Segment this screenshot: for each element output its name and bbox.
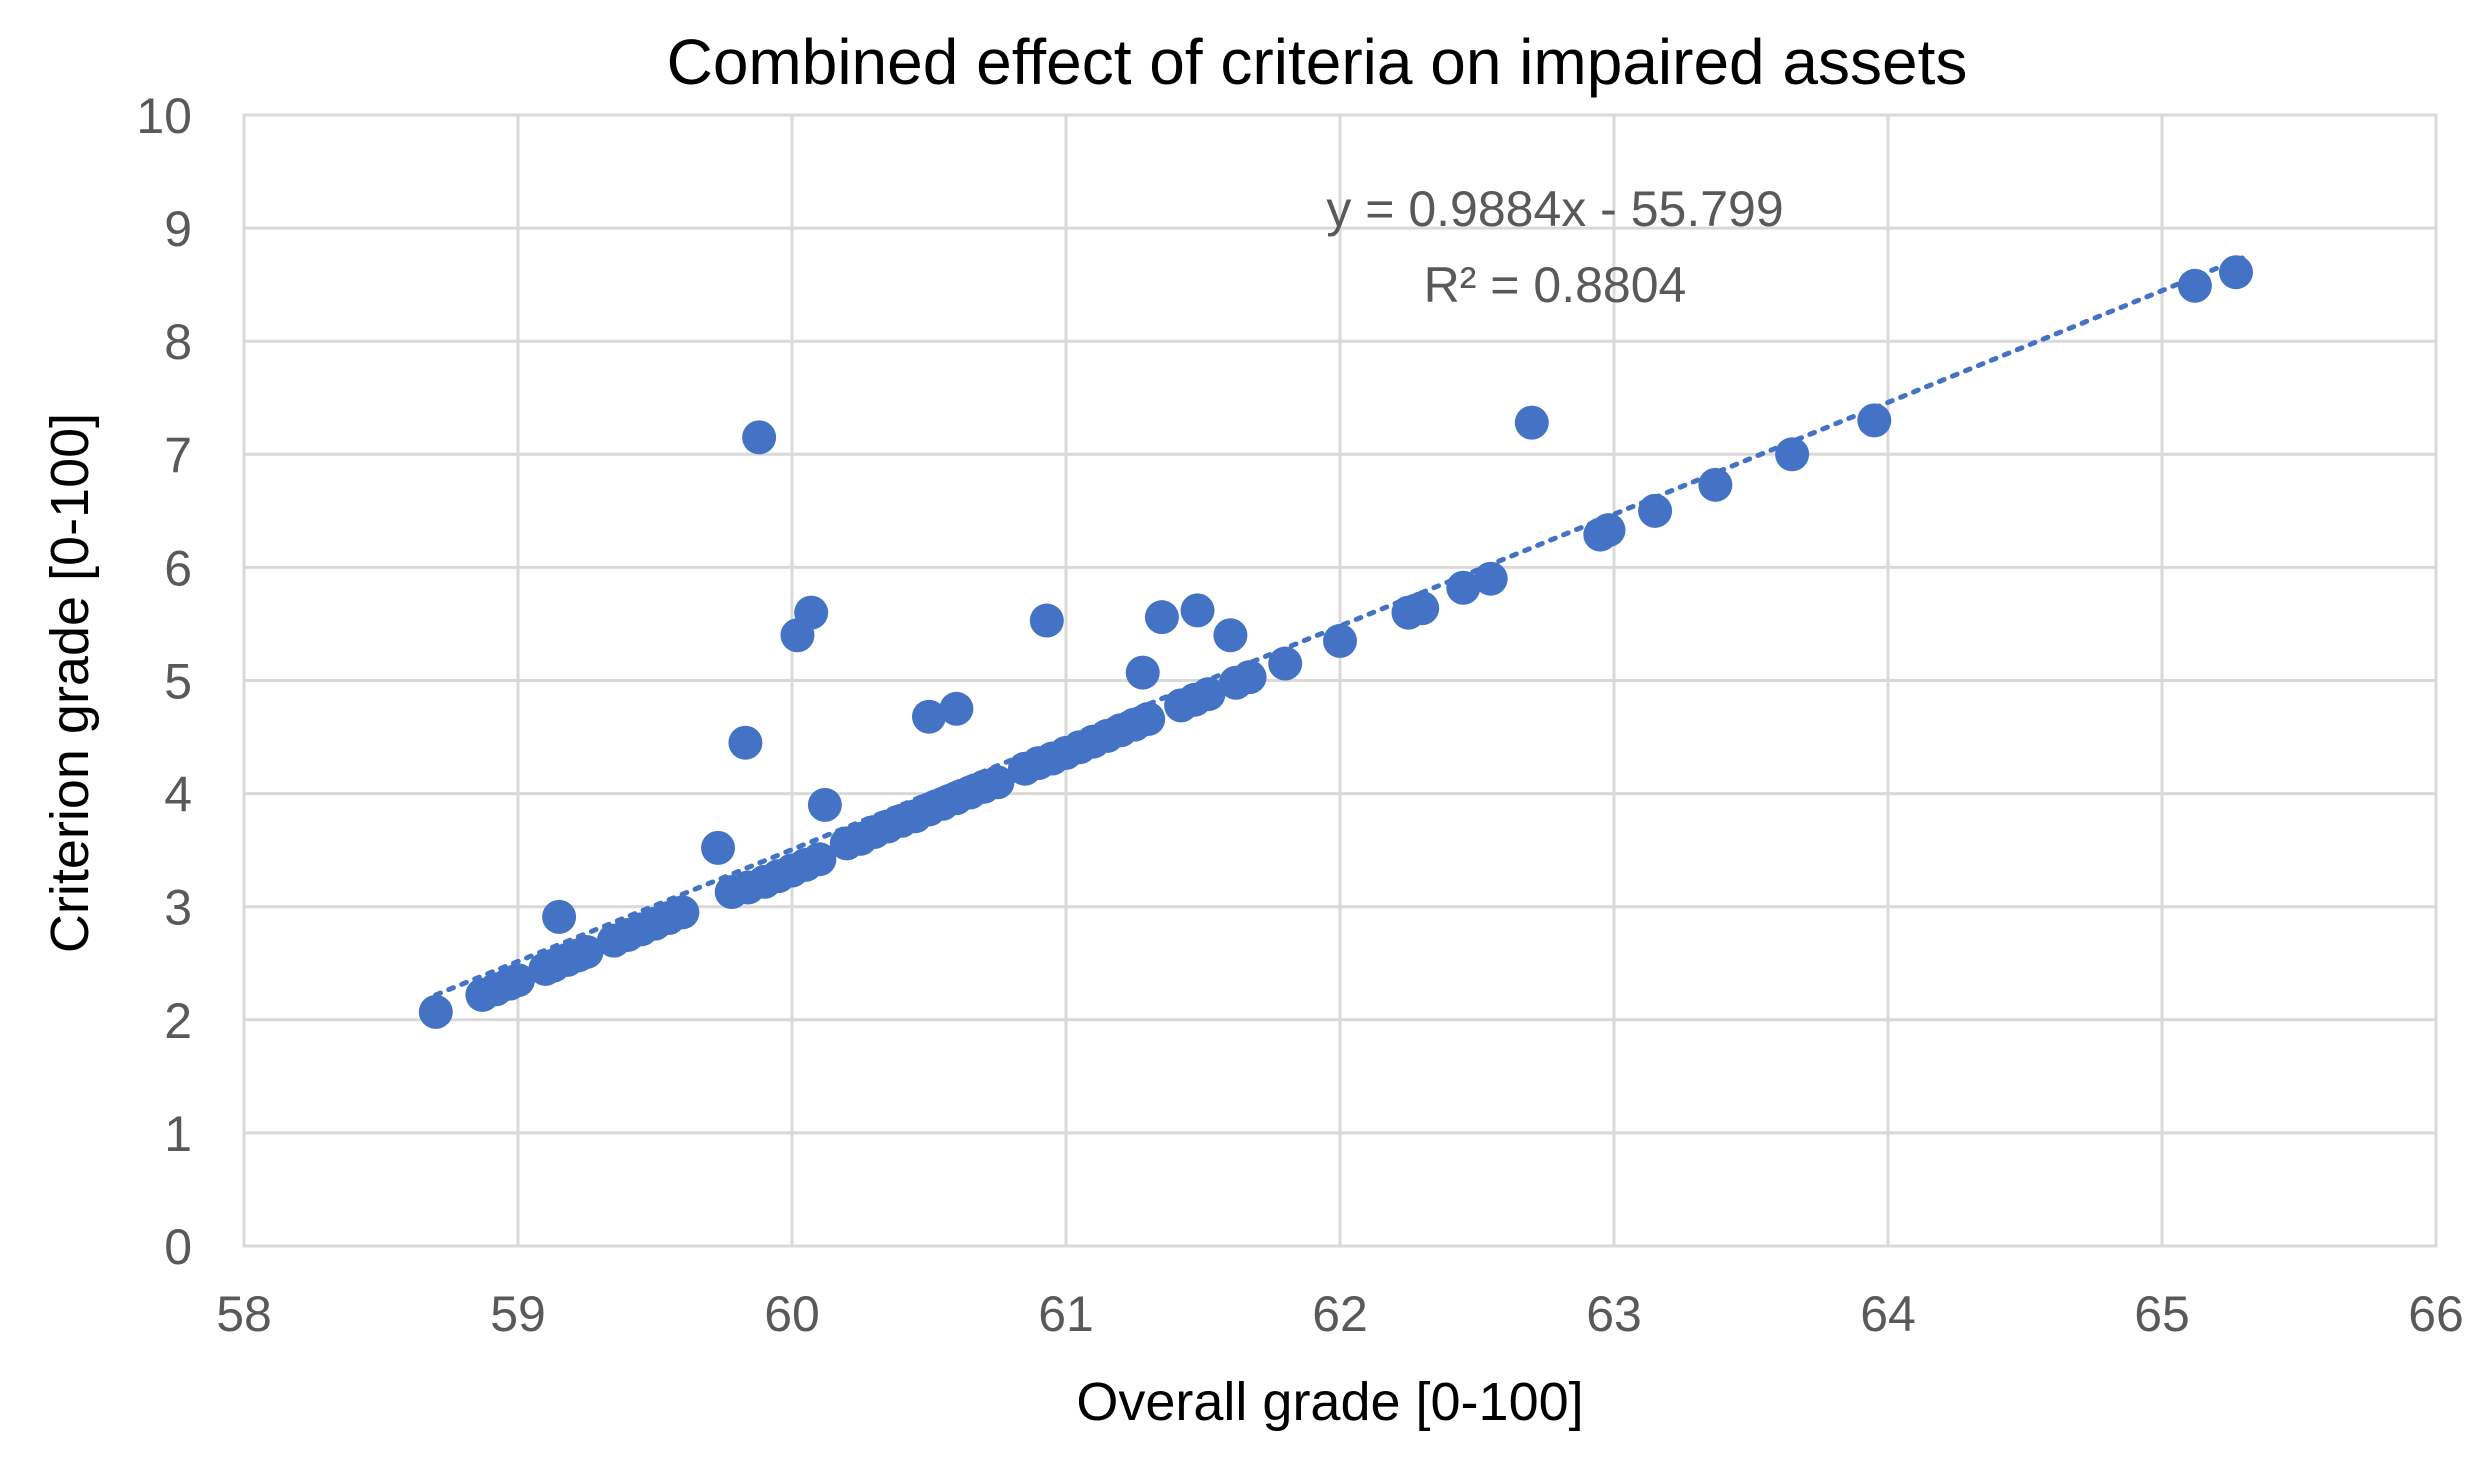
x-tick-label: 63: [1586, 1286, 1642, 1342]
data-point: [1131, 701, 1166, 736]
data-point: [912, 699, 946, 734]
x-tick-label: 60: [764, 1286, 820, 1342]
x-tick-label: 66: [2408, 1286, 2464, 1342]
y-axis-title: Criterion grade [0-100]: [40, 413, 100, 953]
y-tick-label: 4: [164, 767, 192, 823]
data-point: [1191, 677, 1226, 712]
y-tick-label: 10: [136, 88, 192, 144]
trendline-group: [433, 254, 2247, 998]
y-tick-label: 1: [164, 1106, 192, 1162]
data-point: [501, 963, 535, 998]
data-point: [939, 691, 974, 726]
y-tick-label: 2: [164, 993, 192, 1049]
axis-ticks: 58 59 60 61 62 63 64 65 66 0 1 2 3 4 5 6 7 8 9 10: [136, 88, 2463, 1342]
data-point: [1405, 591, 1440, 626]
y-tick-label: 0: [164, 1219, 192, 1275]
data-point: [1232, 660, 1267, 695]
data-point: [1180, 593, 1215, 628]
data-point: [1144, 600, 1179, 635]
data-point: [807, 787, 842, 822]
data-point: [1514, 405, 1549, 440]
data-point: [1268, 646, 1303, 681]
x-tick-label: 58: [216, 1286, 272, 1342]
trendline-equation: y = 0.9884x - 55.799: [1326, 181, 1783, 237]
data-point: [802, 842, 837, 877]
data-points: [418, 255, 2253, 1029]
x-tick-label: 65: [2134, 1286, 2190, 1342]
x-tick-label: 61: [1038, 1286, 1094, 1342]
plot-area-border: [242, 113, 2438, 1248]
y-tick-label: 5: [164, 654, 192, 710]
data-point: [1213, 618, 1248, 653]
data-point: [569, 934, 604, 969]
data-point: [742, 420, 777, 455]
data-point: [728, 725, 763, 760]
gridlines: [242, 113, 2438, 1248]
data-point: [2177, 268, 2212, 303]
y-tick-label: 6: [164, 540, 192, 596]
data-point: [1775, 437, 1810, 472]
data-point: [1446, 570, 1481, 605]
trendline-r-squared: R² = 0.8804: [1424, 257, 1687, 313]
data-point: [1638, 493, 1673, 528]
data-point: [980, 765, 1015, 800]
data-point: [1698, 467, 1733, 502]
y-tick-label: 7: [164, 427, 192, 483]
data-point: [1857, 403, 1892, 438]
trendline: [433, 254, 2247, 998]
data-point: [1591, 513, 1626, 548]
data-point: [418, 994, 453, 1029]
y-tick-label: 8: [164, 314, 192, 370]
data-point: [794, 595, 829, 630]
x-tick-label: 62: [1312, 1286, 1368, 1342]
data-point: [701, 830, 736, 865]
chart-title: Combined effect of criteria on impaired …: [667, 26, 1968, 98]
data-point: [2218, 255, 2253, 290]
data-point: [665, 895, 700, 930]
data-point: [1323, 623, 1357, 658]
y-tick-label: 9: [164, 201, 192, 257]
x-tick-label: 59: [490, 1286, 546, 1342]
data-point: [1029, 603, 1064, 638]
data-point: [542, 899, 577, 934]
x-axis-title: Overall grade [0-100]: [1076, 1372, 1583, 1432]
x-tick-label: 64: [1860, 1286, 1916, 1342]
data-point: [1125, 655, 1160, 690]
y-tick-label: 3: [164, 880, 192, 936]
data-point: [1473, 561, 1508, 596]
